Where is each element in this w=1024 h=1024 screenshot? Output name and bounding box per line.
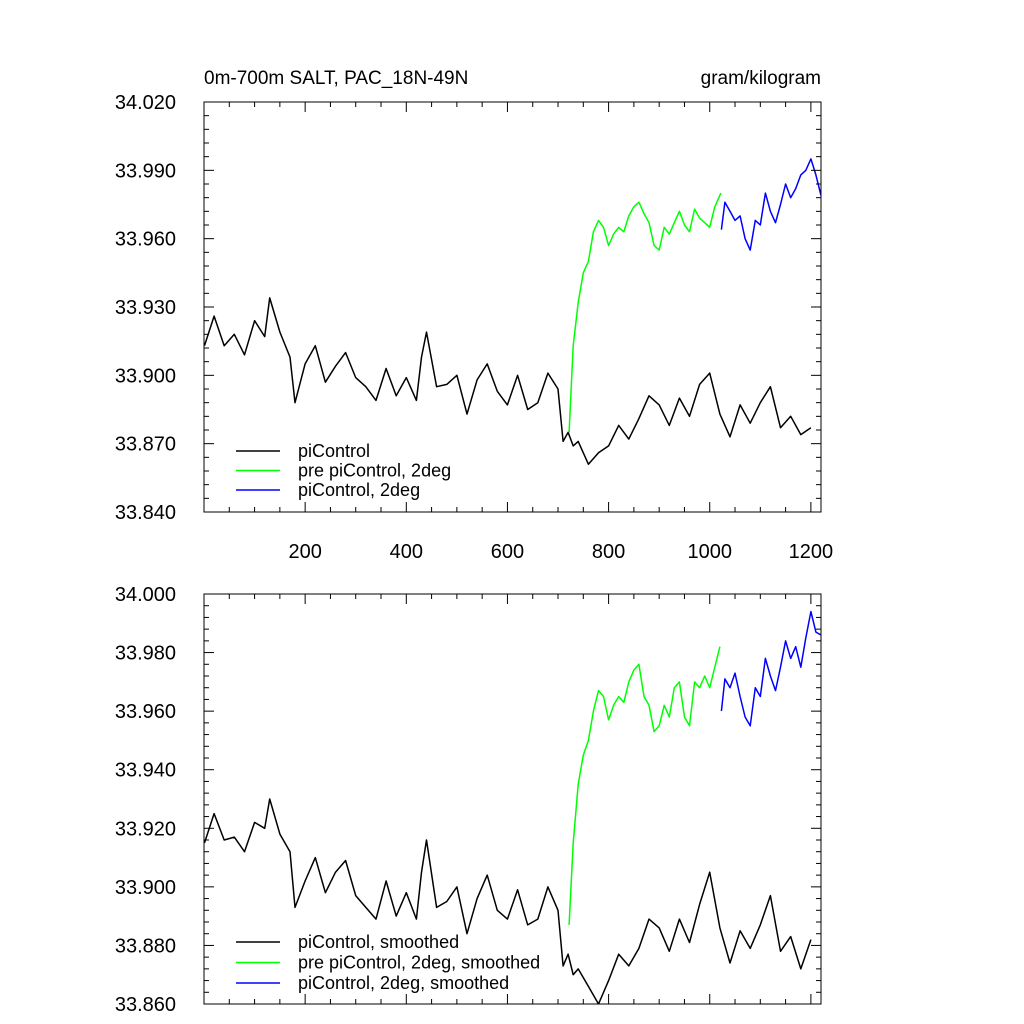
bottom-panel: 33.860 33.880 33.900 33.920 33.940 33.960 33.9…	[115, 584, 822, 1016]
y-tick-label: 33.870	[115, 434, 176, 456]
chart-title: 0m-700m SALT, PAC_18N-49N	[204, 68, 468, 89]
x-tick-label: 1200	[789, 541, 834, 563]
y-tick-label: 33.900	[115, 365, 176, 387]
legend-label: piControl, 2deg, smoothed	[298, 973, 509, 993]
y-tick-label: 33.900	[115, 877, 176, 899]
y-tick-label: 33.990	[115, 160, 176, 182]
top-panel: 200 400 600 800 1000 1200 33.840 33.870 33.900 33…	[115, 68, 833, 563]
y-tick-label: 33.860	[115, 994, 176, 1016]
y-tick-label: 33.920	[115, 818, 176, 840]
plot-frame	[203, 593, 822, 1005]
y-tick-label: 33.840	[115, 502, 176, 524]
y-tick-label: 33.980	[115, 643, 176, 665]
y-tick-label: 33.930	[115, 297, 176, 319]
x-tick-label: 600	[491, 541, 524, 563]
plot-frame	[203, 101, 822, 513]
series-line-1	[568, 646, 721, 925]
y-tick-label: 34.020	[115, 92, 176, 114]
y-tick-label: 33.960	[115, 229, 176, 251]
series-line-2	[720, 158, 821, 251]
legend-label: pre piControl, 2deg	[298, 461, 451, 481]
series-line-0	[204, 297, 812, 465]
series-line-2	[720, 610, 821, 727]
x-tick-label: 1000	[687, 541, 732, 563]
y-tick-label: 34.000	[115, 584, 176, 606]
series-group	[204, 158, 821, 465]
legend-label: piControl	[298, 441, 370, 461]
x-tick-label: 800	[592, 541, 625, 563]
legend-label: pre piControl, 2deg, smoothed	[298, 953, 540, 973]
series-group	[204, 610, 821, 1004]
legend-label: piControl, 2deg	[298, 480, 420, 500]
legend-label: piControl, smoothed	[298, 932, 459, 952]
y-tick-label: 33.940	[115, 760, 176, 782]
x-tick-label: 200	[288, 541, 321, 563]
series-line-0	[204, 798, 812, 1004]
units-label: gram/kilogram	[701, 68, 821, 89]
series-line-1	[568, 192, 722, 433]
y-tick-label: 33.880	[115, 935, 176, 957]
x-tick-label: 400	[390, 541, 423, 563]
y-tick-label: 33.960	[115, 701, 176, 723]
